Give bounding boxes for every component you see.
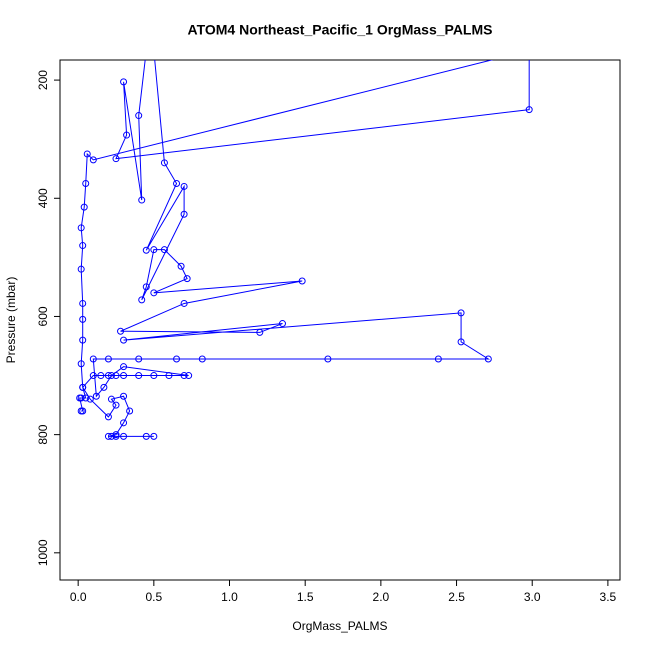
data-point xyxy=(278,320,286,328)
data-point xyxy=(150,289,158,297)
y-tick-label: 600 xyxy=(36,306,50,326)
data-point xyxy=(165,372,173,380)
data-point xyxy=(112,401,120,409)
data-line xyxy=(79,60,530,437)
data-point xyxy=(107,395,115,403)
x-tick-label: 0.0 xyxy=(70,590,87,604)
data-point xyxy=(135,355,143,363)
x-tick-label: 2.0 xyxy=(373,590,390,604)
data-point xyxy=(82,180,90,187)
data-point xyxy=(256,328,264,336)
data-point xyxy=(120,432,128,440)
data-point xyxy=(120,336,128,344)
data-point xyxy=(324,355,332,363)
data-point xyxy=(180,182,188,190)
x-tick-label: 2.5 xyxy=(448,590,465,604)
data-point xyxy=(104,372,112,380)
data-point xyxy=(89,156,97,164)
data-point xyxy=(92,392,100,400)
data-point xyxy=(112,372,120,380)
data-point xyxy=(104,432,112,440)
x-tick-label: 3.5 xyxy=(600,590,617,604)
data-point xyxy=(79,242,87,250)
data-point xyxy=(484,355,492,363)
data-point xyxy=(142,432,150,440)
data-point xyxy=(126,407,134,415)
data-point xyxy=(104,413,112,421)
data-point xyxy=(160,246,168,254)
y-tick-label: 200 xyxy=(36,70,50,90)
data-point xyxy=(298,277,306,285)
data-point xyxy=(89,372,97,380)
y-tick-label: 1000 xyxy=(36,539,50,566)
data-point xyxy=(86,395,94,403)
data-point xyxy=(117,327,125,335)
plot-frame xyxy=(59,59,621,581)
data-point xyxy=(180,372,188,380)
data-point xyxy=(107,372,115,380)
plot-area xyxy=(76,60,533,440)
data-point xyxy=(97,372,105,380)
data-point xyxy=(100,383,108,391)
data-point xyxy=(107,432,115,440)
data-point xyxy=(185,372,193,380)
data-point xyxy=(112,432,120,440)
data-point xyxy=(77,265,85,273)
data-point xyxy=(135,112,143,120)
data-point xyxy=(142,283,150,291)
data-point xyxy=(180,210,188,218)
data-point xyxy=(83,150,91,158)
data-point xyxy=(120,419,128,427)
x-tick-label: 1.0 xyxy=(221,590,238,604)
y-tick-label: 400 xyxy=(36,188,50,208)
data-point xyxy=(77,224,85,232)
data-point xyxy=(120,372,128,380)
data-point xyxy=(457,338,465,346)
data-point xyxy=(138,296,146,304)
data-point xyxy=(150,372,158,380)
data-point xyxy=(177,262,185,270)
data-point xyxy=(79,336,87,344)
data-point xyxy=(120,392,128,400)
data-point xyxy=(525,106,533,114)
data-point xyxy=(79,407,87,415)
y-axis-label: Pressure (mbar) xyxy=(4,277,18,364)
data-point xyxy=(135,372,143,380)
x-tick-label: 0.5 xyxy=(145,590,162,604)
data-point xyxy=(183,275,191,283)
data-point xyxy=(150,246,158,254)
x-axis-label: OrgMass_PALMS xyxy=(292,619,387,633)
data-point xyxy=(120,363,128,371)
data-point xyxy=(112,155,120,163)
data-point xyxy=(82,394,90,402)
data-point xyxy=(150,432,158,440)
data-point xyxy=(77,394,85,402)
data-point xyxy=(79,383,87,391)
data-point xyxy=(77,360,85,368)
y-tick-label: 800 xyxy=(36,424,50,444)
data-point xyxy=(457,309,465,317)
data-point xyxy=(123,131,131,139)
data-point xyxy=(104,355,112,363)
data-point xyxy=(173,355,181,363)
data-point xyxy=(80,203,88,211)
data-point xyxy=(180,299,188,307)
data-point xyxy=(142,246,150,254)
data-point xyxy=(79,299,87,307)
x-tick-label: 1.5 xyxy=(297,590,314,604)
data-point xyxy=(434,355,442,363)
data-point xyxy=(160,159,168,167)
x-tick-label: 3.0 xyxy=(524,590,541,604)
data-point xyxy=(173,180,181,187)
data-point xyxy=(79,315,87,323)
data-point xyxy=(198,355,206,363)
data-point xyxy=(120,78,128,86)
data-point xyxy=(89,355,97,363)
chart-title: ATOM4 Northeast_Pacific_1 OrgMass_PALMS xyxy=(188,22,493,38)
data-point xyxy=(138,196,146,204)
